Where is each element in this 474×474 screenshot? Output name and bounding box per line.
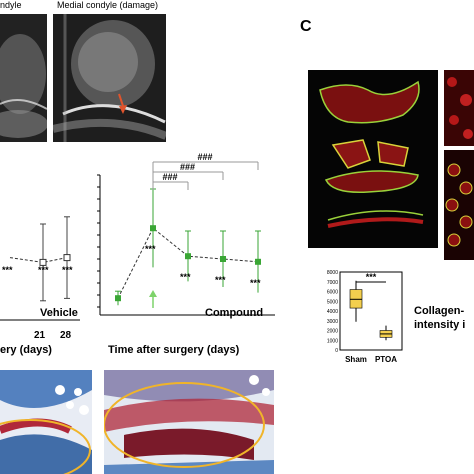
- compound-point: [220, 256, 226, 262]
- vehicle-chart: *** *** ***: [0, 216, 80, 321]
- compound-group-label: Compound: [205, 307, 264, 319]
- mri-lateral-picture: [0, 14, 47, 142]
- boxplot-title-line2: intensity i: [414, 319, 466, 331]
- histology-bottom-right-picture: [445, 163, 473, 247]
- boxplot-y-tick: 2000: [327, 329, 338, 335]
- histology-bottom-middle-picture: [104, 370, 274, 474]
- boxplot-y-tick: 4000: [327, 309, 338, 315]
- mri-medial-label: Medial condyle (damage): [57, 0, 159, 10]
- vehicle-sig-label: ***: [2, 265, 13, 275]
- vehicle-tick-21: 21: [34, 330, 46, 341]
- histology-top-right: [444, 70, 474, 146]
- histology-bottom-left-picture: [0, 370, 92, 474]
- mri-lateral-image: [0, 14, 47, 142]
- mri-lateral-label: ndyle: [0, 0, 22, 10]
- compound-sig-label: ***: [180, 272, 191, 282]
- compound-hash-label: ###: [163, 172, 178, 182]
- compound-arrow-head: [149, 290, 157, 297]
- compound-point: [115, 295, 121, 302]
- mri-medial-image: [53, 14, 166, 142]
- vehicle-series-line: [9, 257, 68, 263]
- vehicle-group-label: Vehicle: [40, 307, 78, 319]
- boxplot-y-tick: 7000: [327, 280, 338, 286]
- compound-sig-label: ***: [215, 275, 226, 285]
- boxplot-category: Sham: [345, 355, 367, 364]
- compound-point: [255, 258, 261, 265]
- compound-point: [150, 225, 156, 232]
- collagen-boxplot: 0 1000 2000 3000 4000 5000 6000 7000 8000 Sham PTO…: [327, 270, 403, 364]
- vehicle-sig-label: ***: [38, 265, 49, 275]
- histology-bottom-right: [444, 150, 474, 260]
- compound-sig-label: ***: [145, 244, 156, 254]
- vehicle-point: [39, 258, 47, 266]
- boxplot-sig-label: ***: [366, 272, 377, 282]
- compound-xlabel: Time after surgery (days): [108, 344, 240, 356]
- mri-medial-picture: [53, 14, 166, 142]
- vehicle-sig-label: ***: [62, 265, 73, 275]
- boxplot-y-tick: 5000: [327, 299, 338, 305]
- compound-point: [185, 253, 191, 260]
- compound-series-line: [117, 227, 259, 299]
- histology-top-right-picture: [447, 77, 473, 139]
- vehicle-xlabel: ery (days): [0, 344, 52, 356]
- histology-bottom-left: [0, 370, 92, 474]
- boxplot-frame: [339, 271, 403, 351]
- compound-hash-label: ###: [198, 152, 213, 162]
- boxplot-y-tick: 8000: [327, 270, 338, 276]
- compound-sig-label: ***: [250, 278, 261, 288]
- boxplot-title: Collagen-: [414, 305, 465, 317]
- compound-chart: #########************Baseline7142128: [97, 152, 275, 316]
- histology-bottom-middle: [104, 370, 274, 474]
- boxplot-y-tick: 6000: [327, 290, 338, 296]
- vehicle-tick-28: 28: [60, 330, 72, 341]
- boxplot-y-tick: 0: [335, 348, 338, 354]
- compound-hash-label: ###: [180, 162, 195, 172]
- histology-large: [308, 70, 438, 248]
- boxplot-category: PTOA: [375, 355, 397, 364]
- boxplot-y-tick: 1000: [327, 338, 338, 344]
- boxplot-y-tick: 3000: [327, 319, 338, 325]
- histology-large-picture: [319, 80, 424, 228]
- panel-c-letter: C: [300, 18, 312, 35]
- vehicle-point: [63, 254, 71, 262]
